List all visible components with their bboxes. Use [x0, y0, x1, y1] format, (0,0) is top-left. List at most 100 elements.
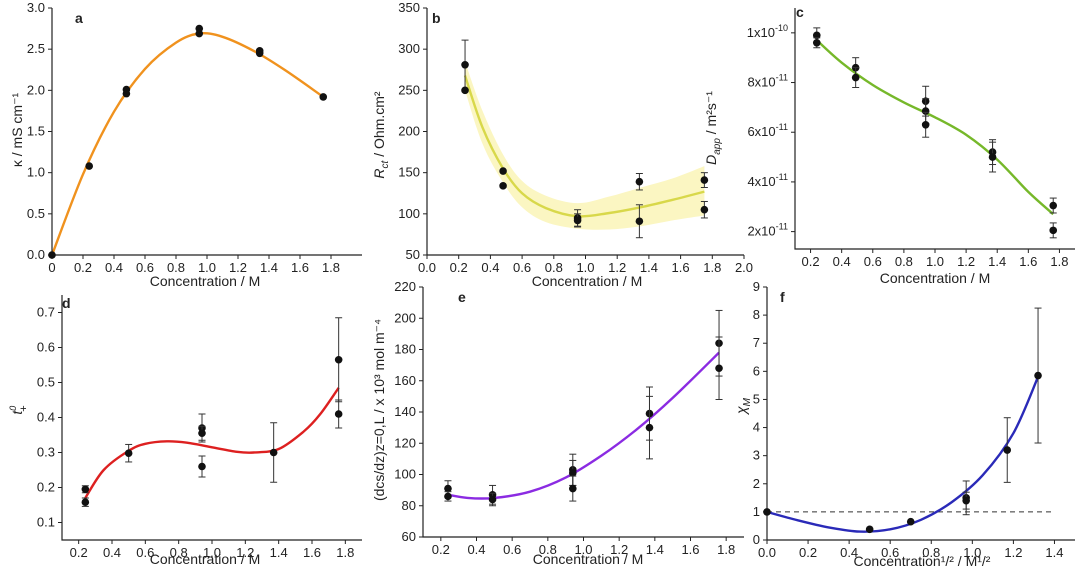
panel-c-x-tick-label: 1.6	[1019, 254, 1037, 269]
panel-e-x-tick-label: 1.4	[646, 542, 664, 557]
panel-f-x-tick-label: 0.2	[799, 545, 817, 560]
panel-e-x-tick-label: 0.8	[539, 542, 557, 557]
panel-b-ylabel-rest: / Ohm.cm²	[371, 91, 387, 161]
panel-e-label: e	[458, 289, 466, 305]
panel-d-axes	[61, 295, 362, 541]
panel-c-chart: 0.2 0.4 0.6 0.8 1.0 1.2 1.4 1.6 1.8 2x10-11 4x10-1…	[703, 4, 1075, 286]
panel-c-fit-curve	[815, 39, 1055, 216]
panel-b-data-point	[499, 182, 507, 190]
panel-b-plot-area: 0.0 0.2 0.4 0.6 0.8 1.0 1.2 1.4 1.6 1.8 2.0 50 100 15…	[398, 0, 753, 275]
panel-b-x-tick-label: 1.6	[672, 260, 690, 275]
panel-a-x-tick-label: 1.8	[322, 260, 340, 275]
panel-d-x-tick-label: 0.4	[103, 545, 121, 560]
panel-a-axes	[51, 8, 362, 256]
panel-f-xlabel: Concentration¹/² / M¹/²	[854, 553, 991, 569]
panel-d-y-tick-label: 0.2	[37, 480, 55, 495]
panel-f-x-tick-label: 0.6	[881, 545, 899, 560]
panel-a-x-tick-label: 0.4	[105, 260, 123, 275]
panel-d-x-tick-label: 0.8	[170, 545, 188, 560]
panel-c-y-tick-label: 2x10-11	[747, 222, 788, 239]
panel-a-y-tick-label: 2.5	[27, 41, 45, 56]
panel-c-data-point	[812, 31, 821, 40]
panel-d-x-tick-label: 0.2	[70, 545, 88, 560]
panel-b-data-point	[573, 216, 582, 225]
panel-a-y-tick-label: 0.0	[27, 247, 45, 262]
panel-c-data-point	[921, 107, 930, 115]
panel-e-y-tick-label: 80	[402, 498, 416, 513]
panel-d-y-tick-label: 0.5	[37, 375, 55, 390]
panel-a-y-tick-label: 3.0	[27, 0, 45, 15]
panel-c-ylabel-rest: / m²s⁻¹	[703, 91, 719, 138]
panel-e-plot-area: 0.2 0.4 0.6 0.8 1.0 1.2 1.4 1.6 1.8 60 80 100 120 140…	[394, 279, 744, 557]
panel-b-data-point	[461, 86, 469, 95]
panel-a-x-tick-label: 1.2	[229, 260, 247, 275]
panel-f-y-tick-label: 6	[753, 363, 760, 378]
panel-c-xlabel: Concentration / M	[880, 270, 991, 286]
panel-f-ylabel: χM	[733, 397, 753, 416]
panel-f-x-tick-label: 0.4	[840, 545, 858, 560]
panel-a-x-tick-label: 1.4	[260, 260, 278, 275]
panel-c-x-tick-label: 0.8	[895, 254, 913, 269]
panel-b-x-tick-label: 0.8	[545, 260, 563, 275]
panel-a-y-tick-label: 0.5	[27, 206, 45, 221]
panel-e-data-point	[488, 495, 497, 504]
panel-e-y-tick-label: 120	[394, 435, 416, 450]
panel-e-x-tick-label: 1.2	[610, 542, 628, 557]
panel-c-data-point	[1049, 201, 1058, 210]
panel-b-chart: 0.0 0.2 0.4 0.6 0.8 1.0 1.2 1.4 1.6 1.8 2.0 50 100 15…	[371, 0, 753, 289]
panel-f-data-point	[1003, 446, 1012, 454]
panel-b-y-tick-label: 250	[398, 82, 420, 97]
panel-c-ylabel: Dapp / m²s⁻¹	[703, 91, 723, 165]
panel-b-y-tick-label: 150	[398, 165, 420, 180]
panel-d-y-tick-label: 0.1	[37, 515, 55, 530]
panel-b-y-tick-label: 50	[406, 247, 420, 262]
panel-d-data-point	[334, 355, 343, 364]
panel-c-data-point	[921, 120, 930, 129]
panel-a-x-tick-label: 0	[48, 260, 55, 275]
panel-f-ylabel-sub: M	[742, 397, 753, 406]
panel-b-data-point	[635, 217, 644, 226]
panel-b-y-tick-label: 200	[398, 124, 420, 139]
panel-f-y-tick-label: 0	[753, 532, 760, 547]
panel-d-y-tick-label: 0.3	[37, 445, 55, 460]
panel-e-y-tick-label: 180	[394, 342, 416, 357]
panel-f-x-tick-label: 0.0	[758, 545, 776, 560]
panel-b-xlabel: Concentration / M	[532, 273, 643, 289]
panel-e-axes	[422, 287, 744, 538]
panel-c-plot-area: 0.2 0.4 0.6 0.8 1.0 1.2 1.4 1.6 1.8 2x10-11 4x10-1…	[747, 8, 1075, 269]
panel-e-x-tick-label: 1.6	[681, 542, 699, 557]
panel-c-data-point	[988, 153, 997, 161]
panel-c-x-tick-label: 0.4	[833, 254, 851, 269]
panel-a-data-point	[255, 47, 264, 55]
panel-b-x-tick-label: 1.8	[703, 260, 721, 275]
panel-e-data-point	[645, 423, 654, 432]
panel-d-data-point	[334, 410, 343, 418]
panel-d-x-tick-label: 0.6	[136, 545, 154, 560]
panel-d-label: d	[62, 295, 71, 311]
panel-f-ylabel-main: χ	[733, 406, 749, 416]
panel-f-data-point	[865, 525, 874, 534]
panel-b-x-tick-label: 0.0	[418, 260, 436, 275]
panel-b-confidence-band	[465, 61, 705, 230]
panel-c-x-tick-label: 0.6	[864, 254, 882, 269]
panel-b-ylabel: Rct / Ohm.cm²	[371, 91, 391, 178]
panel-c-y-tick-label: 1x10-10	[747, 23, 788, 40]
panel-f-axes	[766, 287, 1075, 541]
panel-b-y-tick-label: 100	[398, 206, 420, 221]
panel-b-ylabel-sub: ct	[380, 159, 391, 168]
panel-e-x-tick-label: 1.0	[574, 542, 592, 557]
panel-b-y-tick-label: 350	[398, 0, 420, 15]
panel-b-x-tick-label: 1.0	[576, 260, 594, 275]
panel-e-y-tick-label: 140	[394, 404, 416, 419]
panel-b-x-tick-label: 0.6	[513, 260, 531, 275]
panel-f-x-tick-label: 1.4	[1045, 545, 1063, 560]
panel-a-data-point	[48, 251, 56, 259]
panel-a-data-point	[122, 85, 131, 94]
panel-d-ylabel: t0+	[8, 405, 30, 414]
panel-c-data-point	[1049, 226, 1058, 235]
panel-f-data-point	[763, 508, 771, 516]
panel-d-data-point	[81, 498, 90, 507]
panel-b-data-point	[700, 176, 709, 184]
panel-b-label: b	[432, 10, 441, 26]
